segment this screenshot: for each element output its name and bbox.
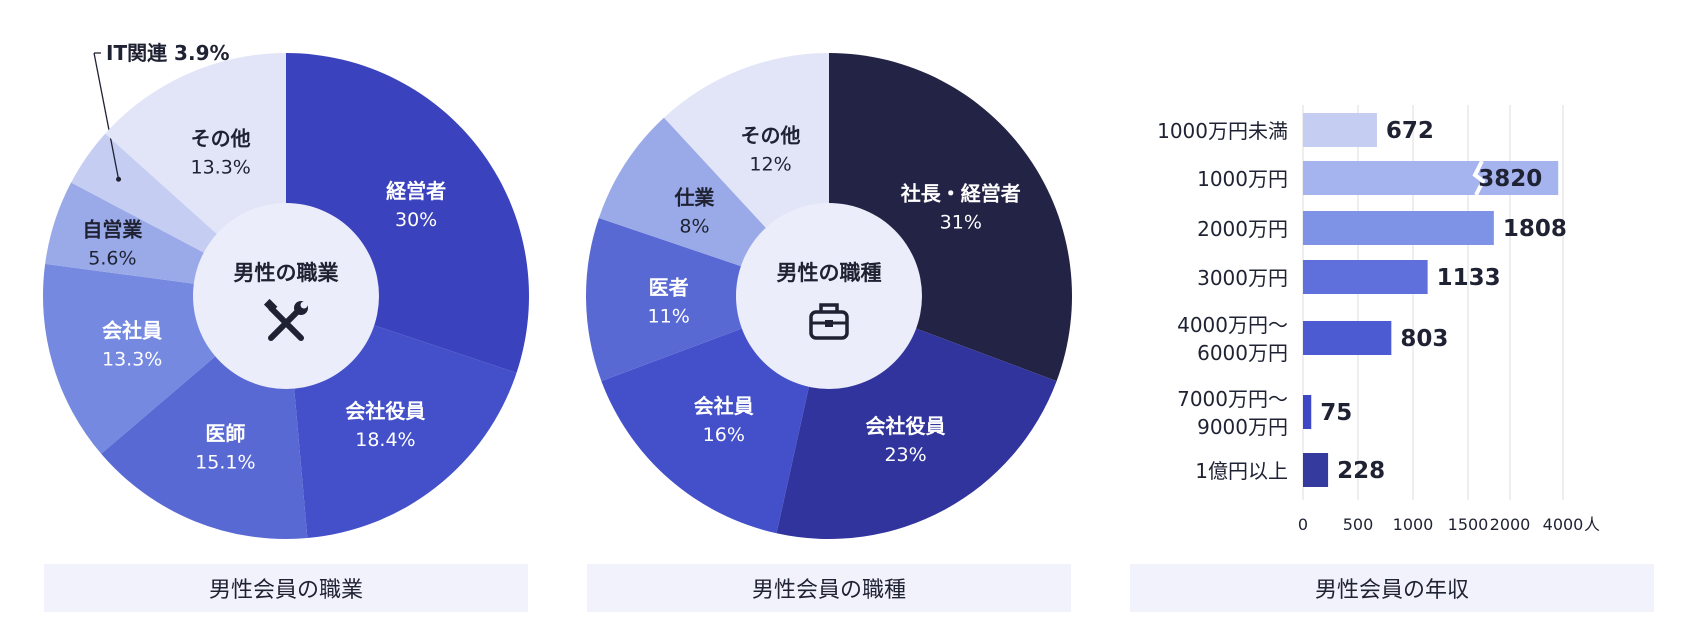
pie2-slice-value-2: 16% <box>703 424 745 446</box>
pie2-slice-3 <box>586 218 829 382</box>
income-caption: 男性会員の年収 <box>1130 564 1654 612</box>
pie1-slice-value-4: 5.6% <box>88 248 136 270</box>
income-category-label-5: 7000万円〜 <box>1177 387 1288 411</box>
pie2-slice-value-5: 12% <box>749 154 791 176</box>
income-category-label-0: 1000万円未満 <box>1157 119 1288 143</box>
pie2-slice-label-0: 社長・経営者 <box>900 182 1021 206</box>
pie2-slice-label-3: 医者 <box>649 275 689 299</box>
bar-xtick-4: 2000 <box>1490 515 1531 534</box>
income-bar-value-4: 803 <box>1400 326 1448 352</box>
pie1-slice-label-6: その他 <box>191 127 251 151</box>
income-category-label-1: 1000万円 <box>1197 167 1288 191</box>
bar-xtick-2: 1000 <box>1393 515 1434 534</box>
occupation-caption: 男性会員の職業 <box>44 564 528 612</box>
income-bar-3 <box>1303 260 1428 294</box>
income-category-label-4: 6000万円 <box>1197 341 1288 365</box>
income-bar-value-2: 1808 <box>1503 216 1567 242</box>
income-bar-4 <box>1303 321 1392 355</box>
income-category-label-4: 4000万円〜 <box>1177 313 1288 337</box>
pie1-slice-value-0: 30% <box>395 209 437 231</box>
pie1-slice-label-0: 経営者 <box>386 179 446 203</box>
income-bar-2 <box>1303 211 1494 245</box>
bar-xtick-5: 4000 <box>1543 515 1584 534</box>
pie1-center-title: 男性の職業 <box>234 261 340 285</box>
pie2-slice-label-1: 会社役員 <box>866 414 946 438</box>
jobtype-caption: 男性会員の職種 <box>587 564 1071 612</box>
bar-xtick-0: 0 <box>1298 515 1308 534</box>
tools-icon <box>263 298 308 341</box>
pie2-slice-value-3: 11% <box>648 305 690 327</box>
axis-break-mark <box>1472 160 1486 196</box>
pie1-slice-value-2: 15.1% <box>195 451 255 473</box>
pie1-slice-value-3: 13.3% <box>102 348 162 370</box>
income-category-label-2: 2000万円 <box>1197 217 1288 241</box>
pie1-slice-label-3: 会社員 <box>102 318 162 342</box>
income-bar-0 <box>1303 113 1377 147</box>
pie2-slice-value-4: 8% <box>679 216 709 238</box>
income-category-label-3: 3000万円 <box>1197 266 1288 290</box>
pie1-slice-value-6: 13.3% <box>191 157 251 179</box>
income-bar-value-3: 1133 <box>1437 265 1501 291</box>
income-category-label-5: 9000万円 <box>1197 415 1288 439</box>
income-category-label-6: 1億円以上 <box>1195 459 1288 483</box>
pie1-center-disc <box>193 203 379 389</box>
bar-xtick-3: 1500 <box>1448 515 1489 534</box>
pie2-center-title: 男性の職種 <box>777 261 882 285</box>
pie1-slice-label-5: IT関連 3.9% <box>106 41 230 65</box>
income-bar-6 <box>1303 453 1329 487</box>
pie2-slice-label-4: 仕業 <box>673 186 715 210</box>
pie1-slice-label-2: 医師 <box>205 421 245 445</box>
bar-x-unit: 人 <box>1584 515 1600 534</box>
income-bar-chart: 0 500 1000 1500 2000 4000 人 672 1000万円未満 3820 1000… <box>1157 105 1600 534</box>
pie1-leader-line-5 <box>93 52 120 180</box>
pie1-slice-label-1: 会社役員 <box>345 399 425 423</box>
income-bar-value-5: 75 <box>1320 400 1352 426</box>
occupation-pie-chart: 経営者 30% 会社役員 18.4% 医師 15.1% 会社員 13.3% 自営業 5.6% IT関… <box>42 41 529 539</box>
pie2-slice-value-1: 23% <box>884 444 926 466</box>
income-bar-value-1: 3820 <box>1478 166 1542 192</box>
bar-xtick-1: 500 <box>1343 515 1374 534</box>
income-bar-1 <box>1303 161 1559 195</box>
pie2-slice-label-5: その他 <box>741 124 801 148</box>
briefcase-icon <box>809 303 849 340</box>
pie2-center-disc <box>736 203 922 389</box>
pie1-slice-value-1: 18.4% <box>355 429 415 451</box>
jobtype-pie-chart: 社長・経営者 31% 会社役員 23% 会社員 16% 医者 11% 仕業 8% その他 12% 男性の… <box>586 53 1073 539</box>
income-bar-value-0: 672 <box>1386 118 1434 144</box>
pie1-slice-label-4: 自営業 <box>82 218 143 242</box>
pie2-slice-label-2: 会社員 <box>694 394 754 418</box>
income-bar-value-6: 228 <box>1337 458 1385 484</box>
income-bar-5 <box>1303 395 1312 429</box>
pie2-slice-value-0: 31% <box>940 212 982 234</box>
